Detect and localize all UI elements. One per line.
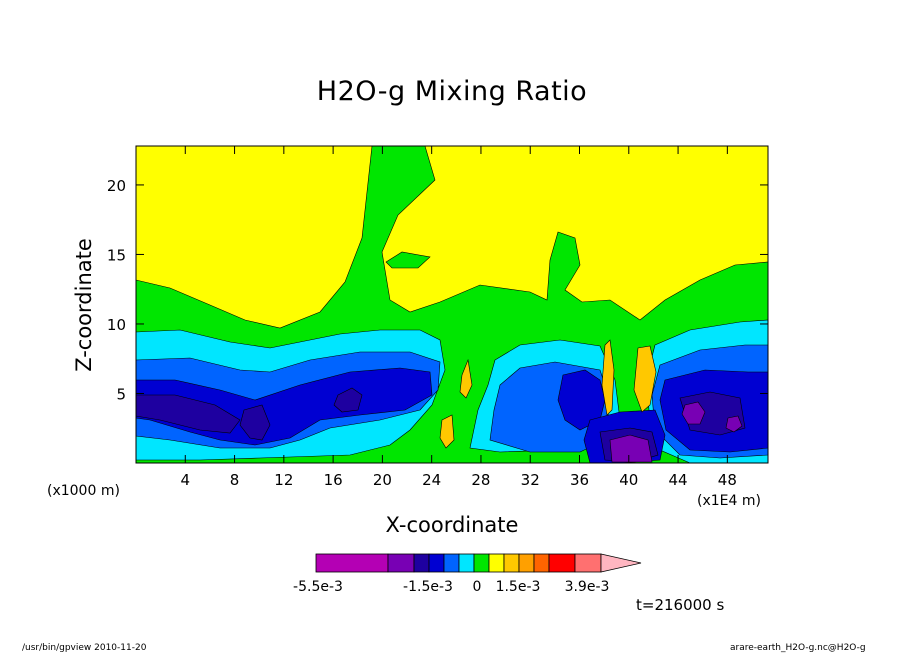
x-unit-right: (x1E4 m) (697, 493, 761, 509)
x-tick-label: 12 (274, 471, 293, 489)
x-tick-label: 4 (181, 471, 191, 489)
x-tick-label: 20 (373, 471, 392, 489)
colorbar-swatch (413, 553, 430, 573)
colorbar-swatch (428, 553, 445, 573)
colorbar-swatch (458, 553, 475, 573)
x-tick-label: 44 (669, 471, 688, 489)
y-tick-label: 5 (116, 385, 126, 403)
contour-region-purple (725, 415, 743, 433)
y-tick-label: 20 (107, 177, 126, 195)
x-unit-left: (x1000 m) (47, 483, 120, 499)
contour-region-deep-navy (333, 387, 363, 413)
y-tick-label: 15 (107, 246, 126, 264)
colorbar-swatch (503, 553, 520, 573)
x-tick-label: 16 (324, 471, 343, 489)
colorbar-swatch (387, 553, 415, 573)
x-axis-label: X-coordinate (385, 513, 519, 537)
x-tick-label: 48 (718, 471, 737, 489)
x-tick-label: 32 (521, 471, 540, 489)
x-tick-label: 28 (471, 471, 490, 489)
footer-left: /usr/bin/gpview 2010-11-20 (22, 643, 147, 653)
colorbar-arrow (600, 553, 642, 573)
colorbar-label: -1.5e-3 (403, 579, 453, 595)
contour-region-purple (609, 434, 653, 463)
x-tick-label: 36 (570, 471, 589, 489)
contour-region-deep-navy (239, 404, 271, 441)
colorbar-swatch (488, 553, 505, 573)
contour-region-purple (681, 401, 706, 425)
contour-region-orange (459, 358, 473, 399)
contour-region-green (385, 251, 431, 269)
colorbar-label: 3.9e-3 (564, 579, 610, 595)
contour-region-deep-navy (135, 394, 241, 434)
x-tick-label: 40 (619, 471, 638, 489)
colorbar-swatch (518, 553, 535, 573)
y-tick-label: 10 (107, 316, 126, 334)
plot-frame (135, 145, 769, 464)
chart-title: H2O-g Mixing Ratio (316, 76, 588, 107)
colorbar-swatch (548, 553, 576, 573)
x-tick-label: 24 (422, 471, 441, 489)
colorbar-swatch (533, 553, 550, 573)
colorbar-label: 1.5e-3 (495, 579, 541, 595)
colorbar-swatch (443, 553, 460, 573)
colorbar-swatch (315, 553, 389, 573)
footer-right: arare-earth_H2O-g.nc@H2O-g (730, 643, 866, 653)
contour-region-orange (601, 339, 615, 416)
colorbar-swatch (473, 553, 490, 573)
colorbar-label: -5.5e-3 (293, 579, 343, 595)
contour-region-orange (633, 345, 657, 413)
y-axis-label: Z-coordinate (72, 238, 96, 372)
colorbar-label: 0 (472, 579, 482, 595)
contour-region-orange (439, 414, 455, 449)
colorbar-swatch (574, 553, 602, 573)
x-tick-label: 8 (230, 471, 240, 489)
time-label: t=216000 s (636, 596, 725, 614)
